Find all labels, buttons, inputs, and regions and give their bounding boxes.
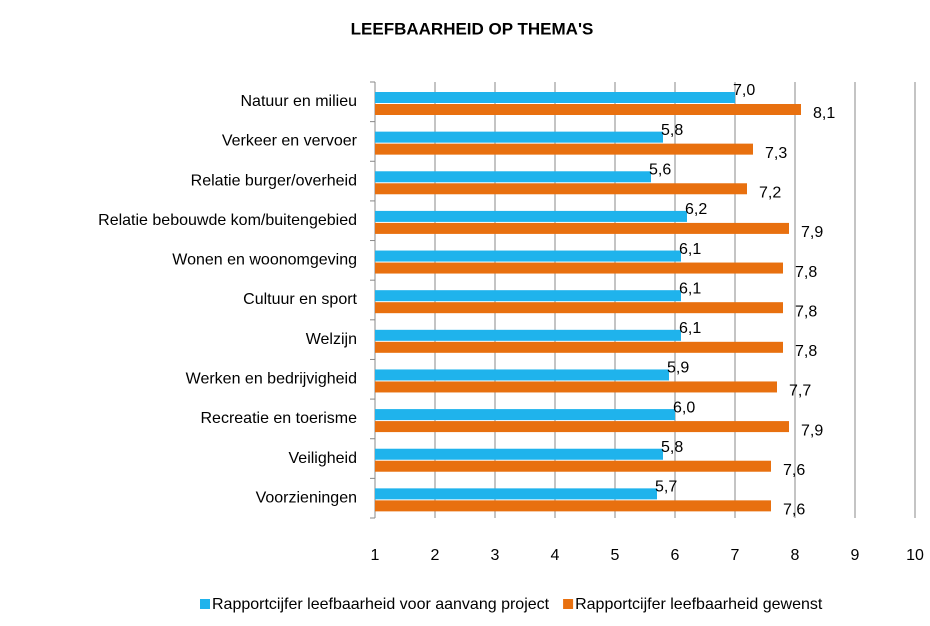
bar — [375, 92, 735, 103]
y-tick-label: Relatie bebouwde kom/buitengebied — [98, 212, 357, 229]
data-label: 5,7 — [655, 479, 677, 496]
data-label: 7,0 — [733, 82, 755, 99]
bar — [375, 183, 747, 195]
data-label: 5,6 — [649, 161, 671, 178]
data-label: 7,8 — [795, 343, 817, 360]
data-label: 7,7 — [789, 383, 811, 400]
data-label: 5,8 — [661, 122, 683, 139]
data-label: 6,1 — [679, 280, 701, 297]
bar — [375, 131, 663, 143]
data-label: 7,8 — [795, 264, 817, 281]
y-tick-label: Werken en bedrijvigheid — [186, 370, 357, 387]
bar — [375, 171, 651, 183]
data-label: 7,8 — [795, 303, 817, 320]
data-label: 5,9 — [667, 360, 689, 377]
y-tick-label: Veiligheid — [289, 450, 358, 467]
x-tick-label: 5 — [611, 547, 620, 564]
data-label: 5,8 — [661, 439, 683, 456]
bar — [375, 210, 687, 222]
x-tick-label: 8 — [791, 547, 800, 564]
legend-label: Rapportcijfer leefbaarheid gewenst — [575, 596, 823, 613]
x-tick-label: 10 — [906, 547, 924, 564]
y-tick-label: Wonen en woonomgeving — [172, 252, 357, 269]
bar — [375, 460, 771, 472]
bar — [375, 250, 681, 262]
bar — [375, 421, 789, 433]
bar — [375, 409, 675, 421]
data-label: 6,1 — [679, 241, 701, 258]
data-label: 7,9 — [801, 422, 823, 439]
data-label: 8,1 — [813, 105, 835, 122]
data-label: 7,6 — [783, 502, 805, 519]
y-tick-label: Cultuur en sport — [243, 291, 357, 308]
data-label: 6,0 — [673, 399, 695, 416]
x-tick-label: 6 — [671, 547, 680, 564]
bar — [375, 329, 681, 341]
y-tick-label: Natuur en milieu — [241, 93, 358, 110]
data-label: 7,6 — [783, 462, 805, 479]
x-tick-label: 2 — [431, 547, 440, 564]
bar — [375, 500, 771, 512]
data-label: 7,2 — [759, 184, 781, 201]
data-label: 7,3 — [765, 145, 787, 162]
x-tick-label: 1 — [371, 547, 380, 564]
data-label: 6,2 — [685, 201, 707, 218]
chart-title: LEEFBAARHEID OP THEMA'S — [351, 19, 594, 38]
bar — [375, 104, 801, 115]
bar — [375, 488, 657, 500]
bar — [375, 448, 663, 460]
y-tick-label: Verkeer en vervoer — [222, 133, 358, 150]
legend-swatch — [563, 599, 574, 609]
x-tick-label: 9 — [851, 547, 860, 564]
legend-swatch — [200, 599, 210, 609]
bar — [375, 369, 669, 381]
legend-label: Rapportcijfer leefbaarheid voor aanvang … — [212, 596, 550, 613]
x-tick-label: 3 — [491, 547, 500, 564]
data-label: 6,1 — [679, 320, 701, 337]
y-tick-label: Recreatie en toerisme — [200, 410, 357, 427]
bar — [375, 222, 789, 234]
bar — [375, 143, 753, 155]
x-tick-label: 7 — [731, 547, 740, 564]
data-label: 7,9 — [801, 224, 823, 241]
y-tick-label: Welzijn — [306, 331, 357, 348]
bar — [375, 341, 783, 353]
x-tick-label: 4 — [551, 547, 560, 564]
bar — [375, 290, 681, 302]
bar — [375, 381, 777, 393]
y-tick-label: Voorzieningen — [256, 489, 357, 506]
bar — [375, 302, 783, 314]
y-tick-label: Relatie burger/overheid — [191, 172, 357, 189]
bar — [375, 262, 783, 274]
